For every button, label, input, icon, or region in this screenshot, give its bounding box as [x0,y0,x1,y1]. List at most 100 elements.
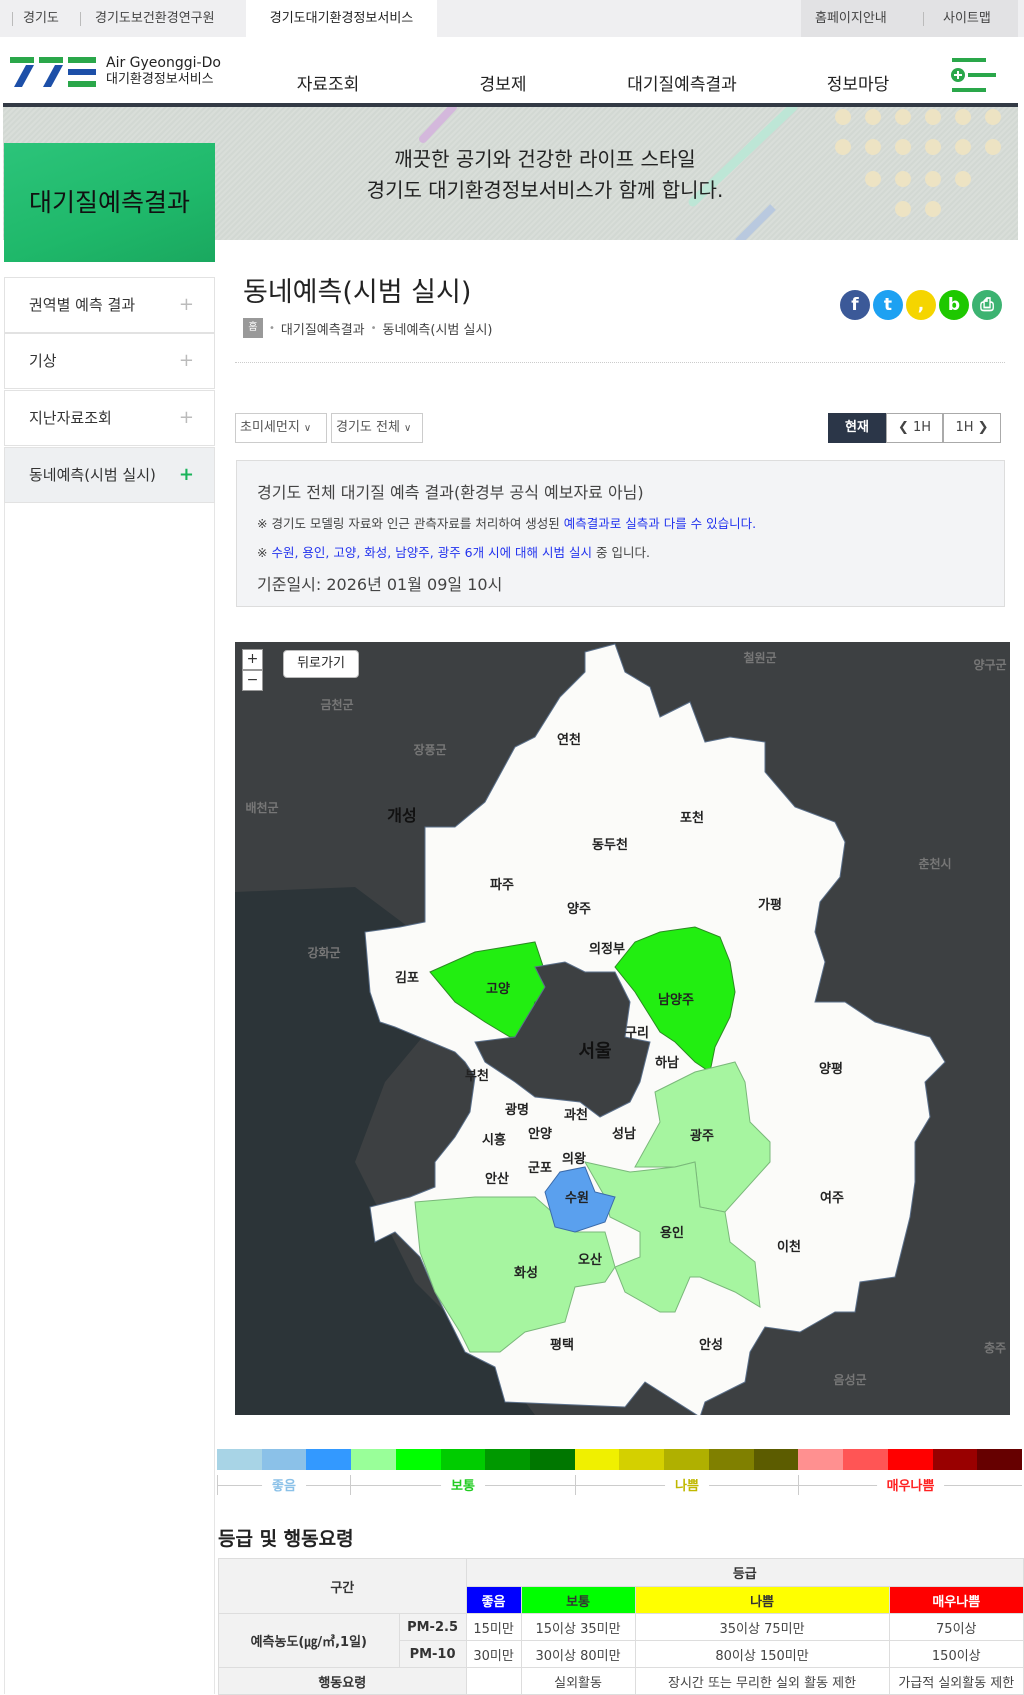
kakaostory-icon[interactable]: , [906,290,936,320]
sidebar-item-label: 지난자료조회 [29,409,112,427]
table-cell: 30이상 80미만 [520,1640,636,1668]
seoul-area [474,961,651,1118]
map-region-label: 동두천 [592,838,628,853]
sidebar-item-regional-forecast[interactable]: 권역별 예측 결과 + [4,277,215,333]
legend-swatch [530,1449,575,1470]
legend-grade-label: 보통 [441,1475,485,1494]
nav-data-search[interactable]: 자료조회 [296,75,360,95]
logo[interactable]: Air Gyeonggi-Do 대기환경정보서비스 [10,55,221,88]
grade-header: 등급 [465,1558,1024,1587]
table-cell: 75이상 [888,1613,1024,1641]
map-region-label: 김포 [395,971,419,986]
nav-alert[interactable]: 경보제 [479,75,527,95]
grade-header-cell: 나쁨 [634,1586,890,1614]
grade-header-cell: 매우나쁨 [888,1586,1024,1614]
nav-forecast[interactable]: 대기질예측결과 [627,75,737,95]
plus-icon: + [178,464,194,485]
plus-icon: + [178,350,194,371]
sea-area [235,887,535,1415]
tab-air-service[interactable]: 경기도대기환경정보서비스 [246,0,437,37]
map-region-label: 시흥 [482,1132,506,1148]
sidebar-item-neighborhood-forecast[interactable]: 동네예측(시범 실시) + [4,447,215,503]
legend-swatch [932,1449,978,1470]
facebook-icon[interactable]: f [840,290,870,320]
next-hour-button[interactable]: 1H ❯ [943,413,1001,443]
banner-slogan: 깨끗한 공기와 건강한 라이프 스타일 경기도 대기환경정보서비스가 함께 합니… [215,144,875,206]
map-region-label: 서울 [578,1041,611,1062]
map-base-label: 금천군 [320,697,353,712]
zoom-out-button[interactable]: − [242,670,263,691]
legend-swatch [977,1449,1022,1470]
twitter-icon[interactable]: t [873,290,903,320]
band-icon[interactable]: b [939,290,969,320]
map-region-label: 용인 [660,1225,684,1241]
forecast-map[interactable]: 연천 포천 동두천 파주 양주 가평 의정부 김포 고양 남양주 구리 서울 하남 양평 부천 광명 과천 시흥 안… [235,642,1010,1415]
print-icon[interactable]: ⎙ [972,290,1002,320]
table-cell: 15이상 35미만 [520,1613,636,1641]
legend-swatch [306,1449,352,1470]
divider [923,12,924,26]
logo-english: Air Gyeonggi-Do [106,55,221,71]
breadcrumb-item[interactable]: 동네예측(시범 실시) [382,322,493,338]
breadcrumb: 홈 • 대기질예측결과 • 동네예측(시범 실시) [243,318,493,338]
logo-mark-icon [10,56,96,87]
homepage-guide-link[interactable]: 홈페이지안내 [815,11,887,26]
chevron-down-icon: ∨ [303,423,312,434]
legend-swatch [351,1449,396,1470]
legend-swatch [753,1449,799,1470]
map-region-label: 부천 [465,1069,489,1084]
table-cell: 80이상 150미만 [634,1640,890,1668]
map-region-label: 여주 [820,1190,844,1206]
chevron-right-icon: ❯ [973,420,989,435]
sidebar-item-weather[interactable]: 기상 + [4,333,215,389]
table-cell: 장시간 또는 무리한 실외 활동 제한 [634,1667,890,1695]
title-divider [235,362,1005,363]
home-icon[interactable]: 홈 [243,318,263,338]
back-button[interactable]: 뒤로가기 [283,650,359,678]
banner-decoration [419,107,1001,240]
next-hour-label: 1H [955,420,974,435]
region-select[interactable]: 경기도 전체 ∨ [331,413,423,443]
map-base-label: 배천군 [245,800,278,815]
legend-swatch [887,1449,933,1470]
note-text: ※ 경기도 모델링 자료와 인근 관측자료를 처리하여 생성된 [257,516,564,531]
sidebar-item-past-data[interactable]: 지난자료조회 + [4,390,215,446]
map-region-label: 하남 [655,1055,679,1071]
divider [12,12,13,26]
sidebar-item-label: 기상 [29,352,57,370]
table-cell: 150이상 [888,1640,1024,1668]
region-suwon [544,1166,616,1233]
divider [80,12,81,26]
map-region-label: 평택 [550,1337,574,1353]
prev-hour-button[interactable]: ❮ 1H [886,413,943,443]
logo-korean: 대기환경정보서비스 [106,72,214,87]
legend-color-bar [217,1449,1022,1470]
pm10-label: PM-10 [398,1640,467,1668]
map-region-label: 수원 [565,1191,589,1206]
note-highlight: 예측결과로 실측과 다를 수 있습니다. [563,516,757,531]
breadcrumb-separator: • [370,322,377,334]
map-region-label: 의왕 [562,1151,586,1167]
legend-grade-3: 매우나쁨 [798,1475,1022,1495]
nav-info[interactable]: 정보마당 [826,75,890,95]
legend-grade-0: 좋음 [217,1475,350,1495]
map-region-label: 과천 [564,1108,588,1123]
map-region-label: 광명 [505,1102,529,1118]
legend-grade-label: 좋음 [262,1475,306,1494]
tab-institute[interactable]: 경기도보건환경연구원 [95,11,215,26]
zoom-in-button[interactable]: + [242,649,263,670]
now-button[interactable]: 현재 [828,413,886,443]
breadcrumb-item[interactable]: 대기질예측결과 [280,322,365,338]
map-region-label: 구리 [625,1025,649,1041]
region-namyangju [614,926,736,1073]
sitemap-link[interactable]: 사이트맵 [943,11,991,26]
pollutant-select[interactable]: 초미세먼지 ∨ [235,413,327,443]
tab-gyeonggi[interactable]: 경기도 [23,11,59,26]
chevron-down-icon: ∨ [403,423,412,434]
legend-swatch [395,1449,441,1470]
map-base-label: 양구군 [973,657,1006,672]
menu-plus-icon[interactable] [950,58,998,92]
breadcrumb-separator: • [269,322,275,334]
table-cell: 실외활동 [520,1667,636,1695]
